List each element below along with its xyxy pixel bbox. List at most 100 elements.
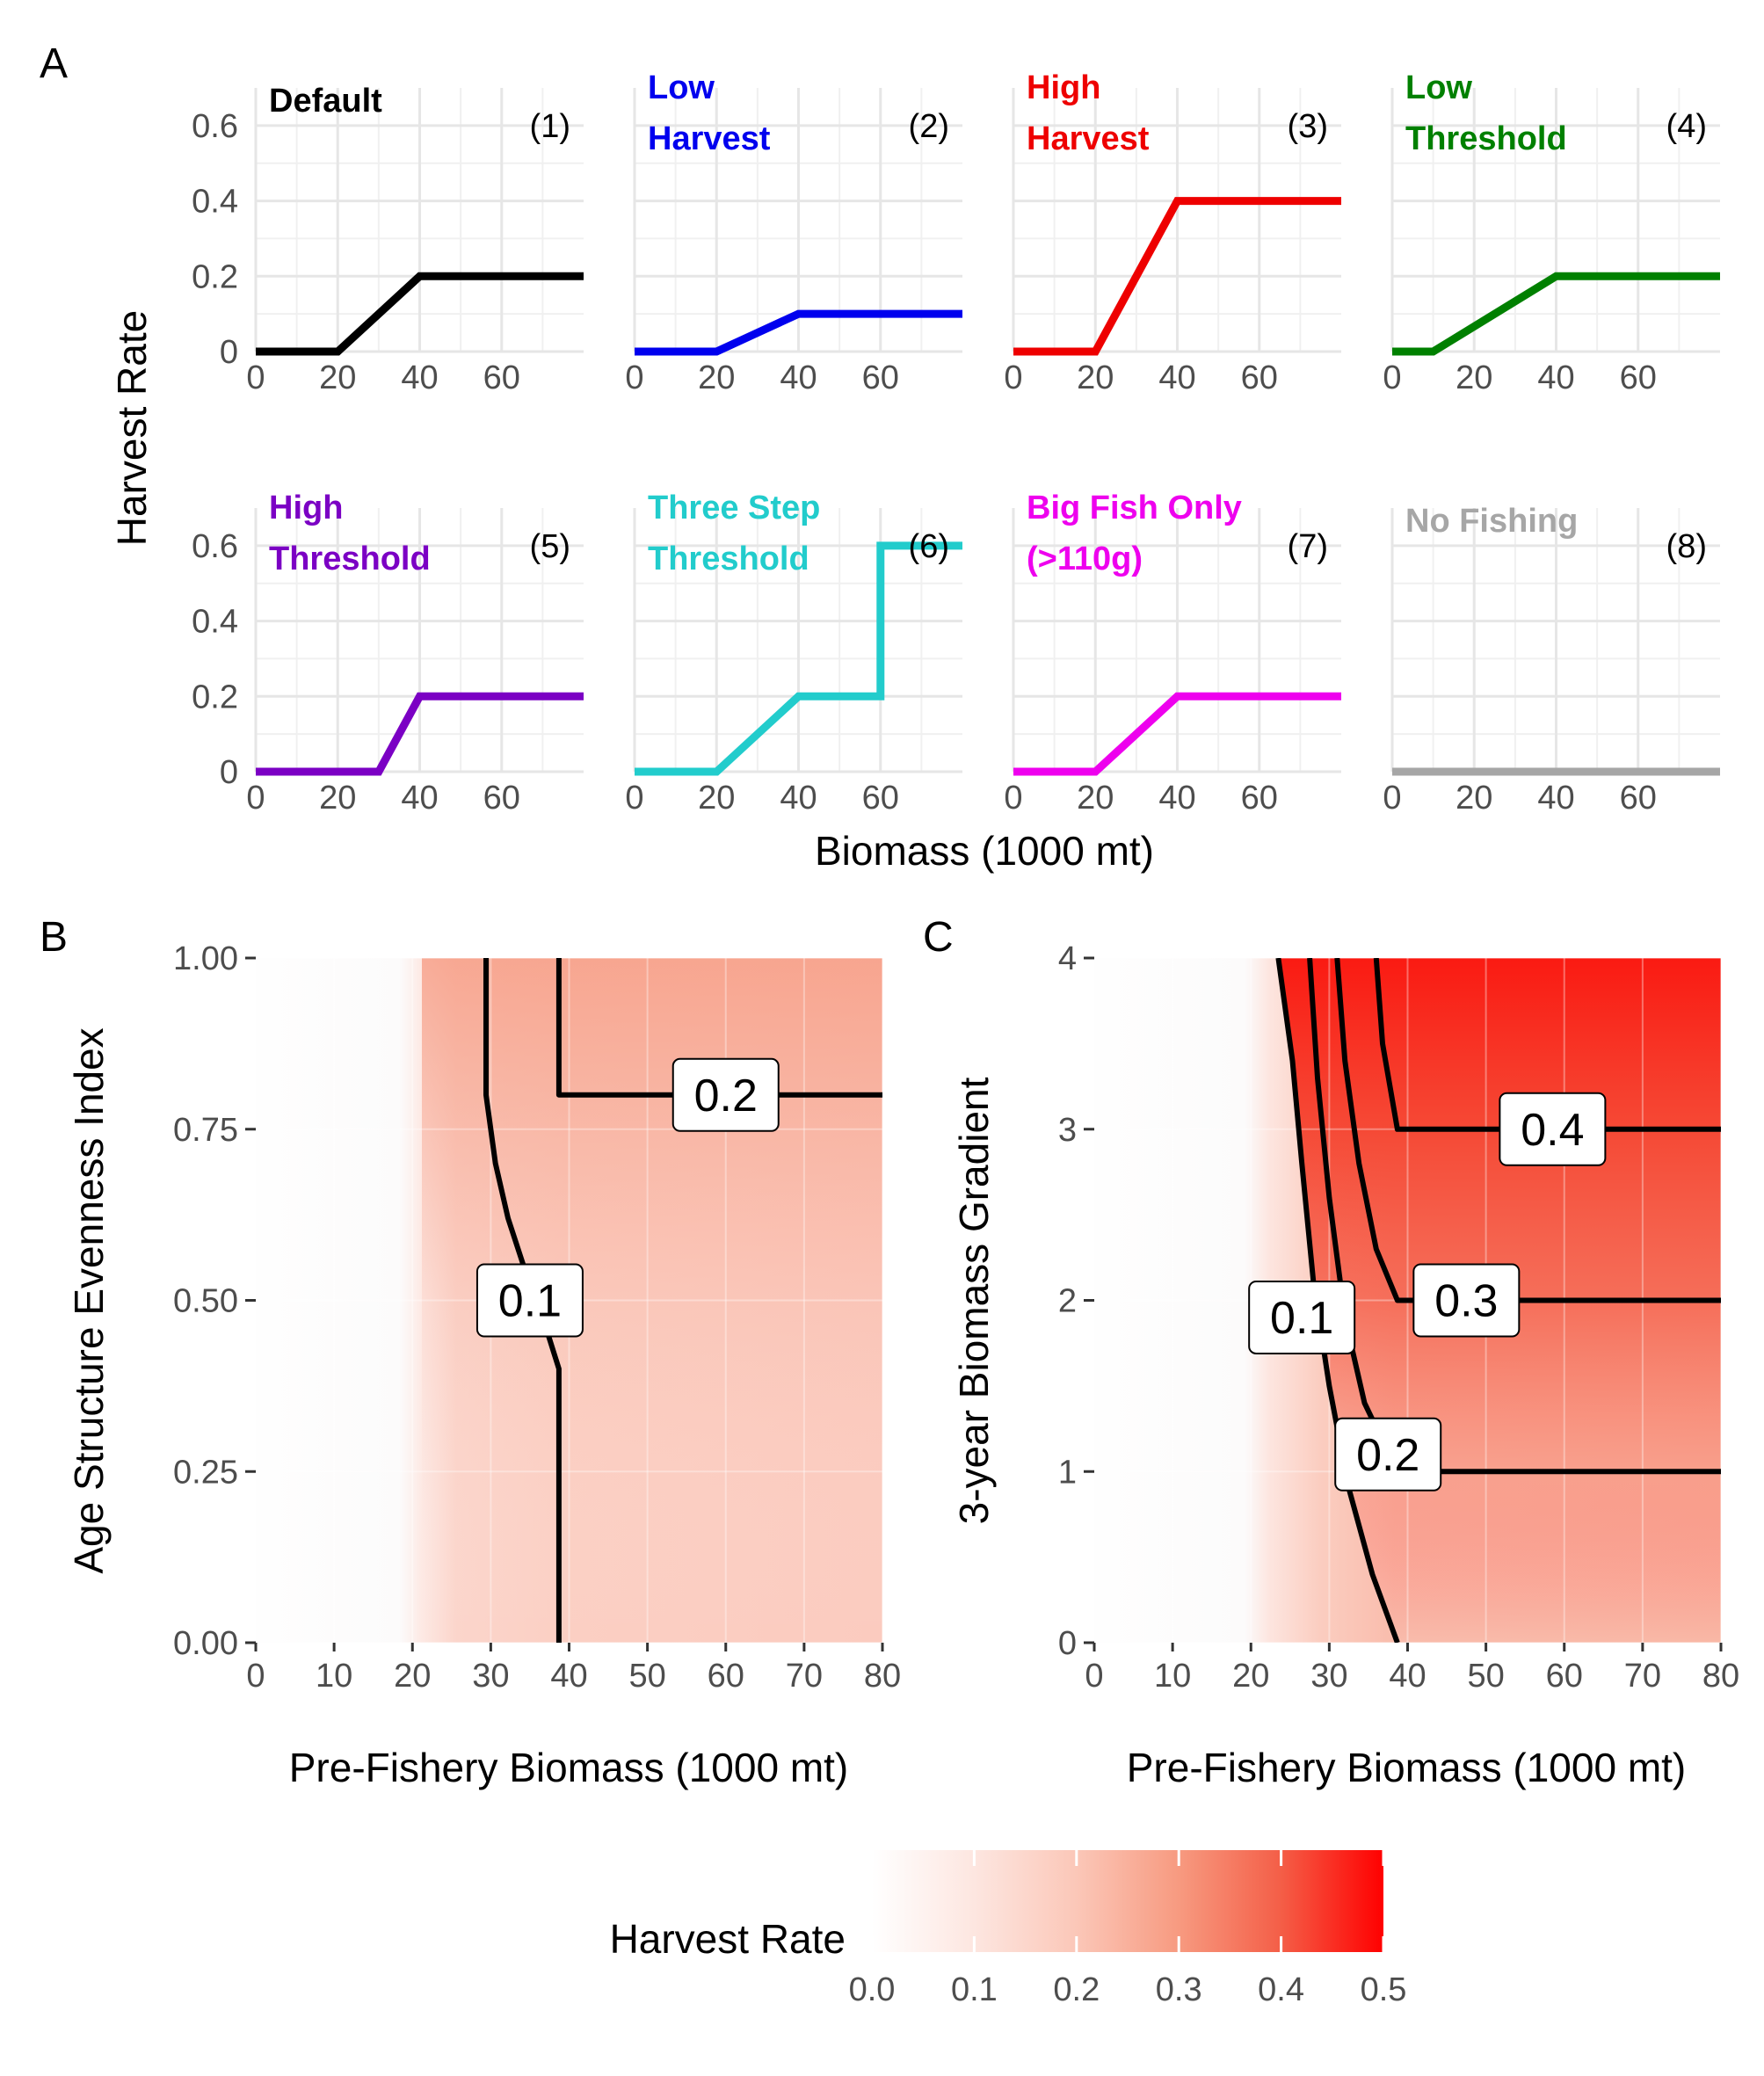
x-tick-label: 20 — [1077, 780, 1114, 817]
contour-label-box — [1334, 1417, 1442, 1492]
contour-label: 0.1 — [498, 1276, 562, 1327]
strategy-panel-2: 0 20 40 60 Low Harvest (2) — [625, 69, 962, 396]
harvest-control-rule-line — [1013, 692, 1341, 776]
x-tick-label: 40 — [780, 359, 817, 396]
strategy-panel-3: 0 20 40 60 High Harvest (3) — [1004, 69, 1341, 396]
y-tick-label: 0.50 — [173, 1283, 238, 1320]
x-tick-label: 0 — [246, 359, 265, 396]
x-tick-label: 20 — [698, 780, 735, 817]
x-tick-label: 30 — [472, 1658, 509, 1695]
strategy-number: (7) — [1288, 528, 1328, 565]
y-tick-label: 0.00 — [173, 1625, 238, 1662]
x-tick-label: 40 — [780, 780, 817, 817]
y-tick-label: 3 — [1058, 1112, 1077, 1149]
x-tick-label: 0 — [1383, 780, 1401, 817]
x-tick-label: 60 — [1241, 359, 1278, 396]
harvest-control-rule-line — [1013, 197, 1341, 356]
x-tick-label: 10 — [1154, 1658, 1191, 1695]
x-tick-label: 0 — [246, 1658, 265, 1695]
x-tick-label: 40 — [401, 359, 438, 396]
y-tick-label: 1.00 — [173, 940, 238, 977]
y-tick-label: 0 — [1058, 1625, 1077, 1662]
y-tick-label: 0 — [220, 754, 238, 791]
x-tick-label: 70 — [786, 1658, 823, 1695]
x-tick-label: 60 — [862, 780, 899, 817]
strategy-label: Low — [648, 69, 715, 106]
x-tick-label: 60 — [483, 359, 520, 396]
x-tick-label: 0 — [1004, 359, 1022, 396]
strategy-label: Harvest — [648, 120, 771, 157]
x-tick-label: 20 — [319, 359, 356, 396]
contour-label-box — [1248, 1280, 1356, 1354]
y-tick-label: 0.25 — [173, 1454, 238, 1491]
y-tick-label: 4 — [1058, 940, 1077, 977]
colorbar-legend: Harvest Rate 0.0 0.1 0.2 0.3 0.4 0.5 — [610, 1850, 1407, 2008]
x-tick-label: 60 — [1546, 1658, 1583, 1695]
strategy-number: (2) — [909, 108, 949, 145]
colorbar-title: Harvest Rate — [610, 1916, 846, 1962]
x-tick-label: 60 — [708, 1658, 744, 1695]
strategy-number: (4) — [1666, 108, 1707, 145]
strategy-label: Default — [269, 83, 382, 120]
x-tick-label: 40 — [1537, 780, 1574, 817]
y-tick-label: 0 — [220, 334, 238, 371]
contour-label-box — [671, 1057, 780, 1132]
colorbar-tick-label: 0.5 — [1361, 1971, 1407, 2008]
panel-a-y-axis-title: Harvest Rate — [109, 310, 155, 546]
strategy-panel-6: 0 20 40 60 Three Step Threshold (6) — [625, 490, 962, 817]
x-tick-label: 40 — [1158, 780, 1195, 817]
harvest-control-rule-line — [635, 541, 962, 776]
x-tick-label: 40 — [1158, 359, 1195, 396]
harvest-control-rule-line — [1392, 272, 1720, 356]
x-tick-label: 10 — [316, 1658, 352, 1695]
x-tick-label: 80 — [1702, 1658, 1739, 1695]
strategy-number: (8) — [1666, 528, 1707, 565]
x-tick-label: 20 — [394, 1658, 431, 1695]
y-tick-label: 0.75 — [173, 1112, 238, 1149]
strategy-panel-5: 0 20 40 60 0 0.2 0.4 0.6 High Threshold (5) — [192, 490, 584, 817]
strategy-panel-7: 0 20 40 60 Big Fish Only (>110g) (7) — [1004, 490, 1341, 817]
colorbar-tick-label: 0.4 — [1258, 1971, 1304, 2008]
contour-label: 0.2 — [694, 1071, 758, 1121]
strategy-number: (3) — [1288, 108, 1328, 145]
x-tick-label: 0 — [246, 780, 265, 817]
colorbar-tick-label: 0.0 — [849, 1971, 896, 2008]
panel-c-biomass-gradient-heatmap: 0.1 0.2 0.3 0.4 0 10 20 30 40 50 60 70 80 0 1 2 3 4 — [1058, 940, 1739, 1695]
colorbar-tick-label: 0.2 — [1053, 1971, 1100, 2008]
panel-c-x-axis-title: Pre-Fishery Biomass (1000 mt) — [1127, 1745, 1687, 1790]
panel-letter-c: C — [923, 914, 954, 961]
y-tick-label: 0.2 — [192, 258, 238, 295]
strategy-number: (5) — [530, 528, 570, 565]
x-tick-label: 50 — [628, 1658, 665, 1695]
x-tick-label: 60 — [1620, 359, 1657, 396]
harvest-control-rule-line — [635, 309, 962, 356]
strategy-label: Harvest — [1027, 120, 1150, 157]
x-tick-label: 60 — [862, 359, 899, 396]
panel-b-y-axis-title: Age Structure Evenness Index — [66, 1027, 112, 1573]
strategy-label: Low — [1405, 69, 1472, 106]
colorbar-gradient — [872, 1850, 1383, 1952]
x-tick-label: 60 — [1620, 780, 1657, 817]
x-tick-label: 40 — [1389, 1658, 1426, 1695]
y-tick-label: 0.2 — [192, 679, 238, 715]
strategy-label: Threshold — [1405, 120, 1567, 157]
strategy-label: Threshold — [269, 541, 431, 577]
panel-a-harvest-strategies: 0 20 40 60 0 0.2 0.4 0.6 Default (1) 0 20 40 60 Low Har… — [192, 69, 1720, 817]
panel-c-y-axis-title: 3-year Biomass Gradient — [951, 1077, 997, 1524]
strategy-label: (>110g) — [1027, 541, 1143, 577]
x-tick-label: 20 — [1077, 359, 1114, 396]
strategy-label: Big Fish Only — [1027, 490, 1242, 526]
x-tick-label: 60 — [1241, 780, 1278, 817]
x-tick-label: 80 — [864, 1658, 901, 1695]
strategy-label: Three Step — [648, 490, 820, 526]
strategy-label: High — [1027, 69, 1100, 106]
strategy-number: (6) — [909, 528, 949, 565]
x-tick-label: 20 — [1232, 1658, 1269, 1695]
strategy-label: Threshold — [648, 541, 809, 577]
x-tick-label: 20 — [319, 780, 356, 817]
y-tick-label: 0.4 — [192, 604, 238, 641]
panel-letter-a: A — [40, 40, 68, 87]
panel-a-x-axis-title: Biomass (1000 mt) — [815, 828, 1154, 874]
x-tick-label: 0 — [625, 780, 643, 817]
panel-b-x-axis-title: Pre-Fishery Biomass (1000 mt) — [289, 1745, 849, 1790]
